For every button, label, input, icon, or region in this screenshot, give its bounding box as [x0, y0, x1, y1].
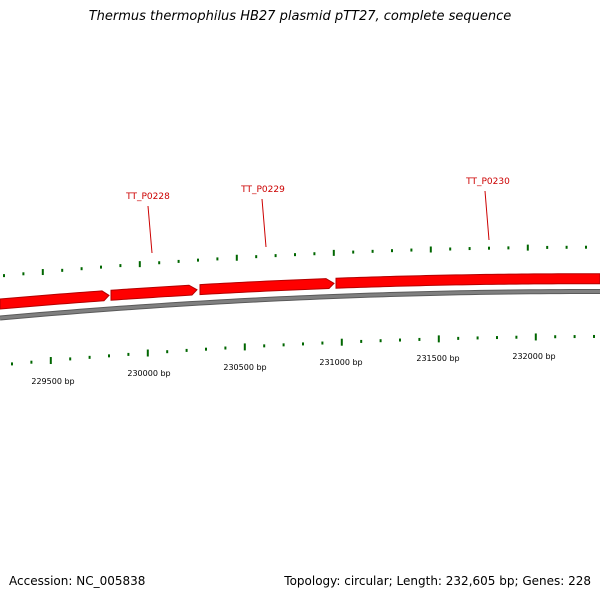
scale-label: 230000 bp: [127, 369, 170, 378]
gene-label: TT_P0228: [125, 192, 170, 202]
scale-label: 231000 bp: [319, 358, 362, 367]
gene-label: TT_P0230: [465, 177, 510, 187]
gene-arrow: [199, 278, 335, 296]
accession-text: Accession: NC_005838: [9, 574, 146, 588]
gene-label: TT_P0229: [240, 185, 285, 195]
gene-arrow: [110, 284, 198, 301]
scale-label: 229500 bp: [31, 377, 74, 386]
scale-label: 231500 bp: [416, 354, 459, 363]
gene-arrow: [335, 273, 600, 289]
gene-arrow: [0, 290, 110, 310]
map-title: Thermus thermophilus HB27 plasmid pTT27,…: [88, 9, 512, 24]
gene-leader-line: [261, 198, 267, 248]
gene-leader-line: [147, 205, 153, 254]
scale-label: 232000 bp: [512, 352, 555, 361]
gene-leader-line: [484, 190, 490, 241]
scale-label: 230500 bp: [223, 363, 266, 372]
summary-text: Topology: circular; Length: 232,605 bp; …: [284, 574, 591, 588]
backbone-line: [0, 290, 600, 320]
